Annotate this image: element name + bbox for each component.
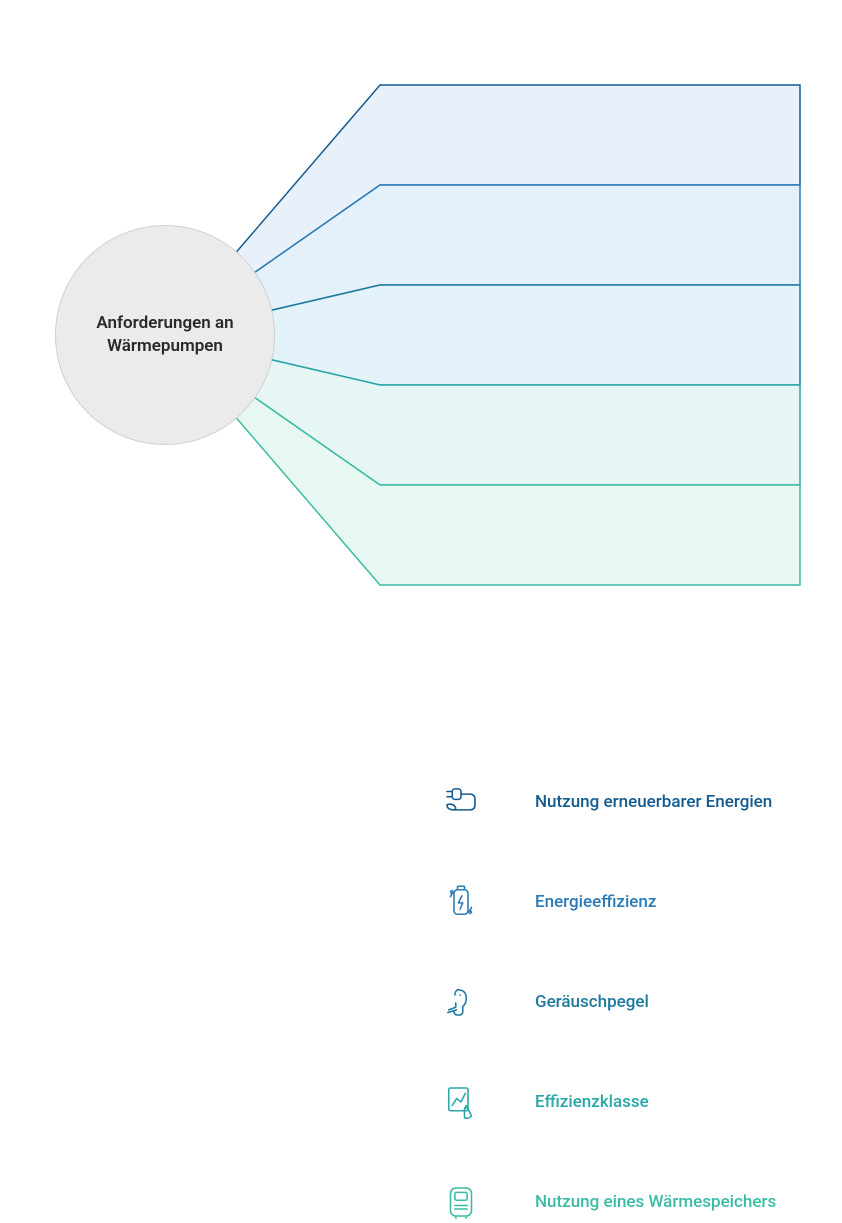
row-label-3: Effizienzklasse xyxy=(535,1092,649,1112)
quiet-icon xyxy=(440,981,482,1023)
row-label-1: Energieeffizienz xyxy=(535,892,656,912)
circle-label-line2: Wärmepumpen xyxy=(96,335,233,358)
battery-cycle-icon xyxy=(440,881,482,923)
center-circle: Anforderungen an Wärmepumpen xyxy=(55,225,275,445)
row-label-0: Nutzung erneuerbarer Energien xyxy=(535,792,772,812)
plug-leaf-icon xyxy=(440,781,482,823)
storage-icon xyxy=(440,1181,482,1223)
row-label-4: Nutzung eines Wärmespeichers xyxy=(535,1192,776,1212)
circle-label-line1: Anforderungen an xyxy=(96,312,233,335)
row-label-2: Geräuschpegel xyxy=(535,992,649,1012)
chart-tap-icon xyxy=(440,1081,482,1123)
heat-pump-requirements-diagram: Anforderungen an Wärmepumpen Nutzung ern… xyxy=(0,0,842,662)
